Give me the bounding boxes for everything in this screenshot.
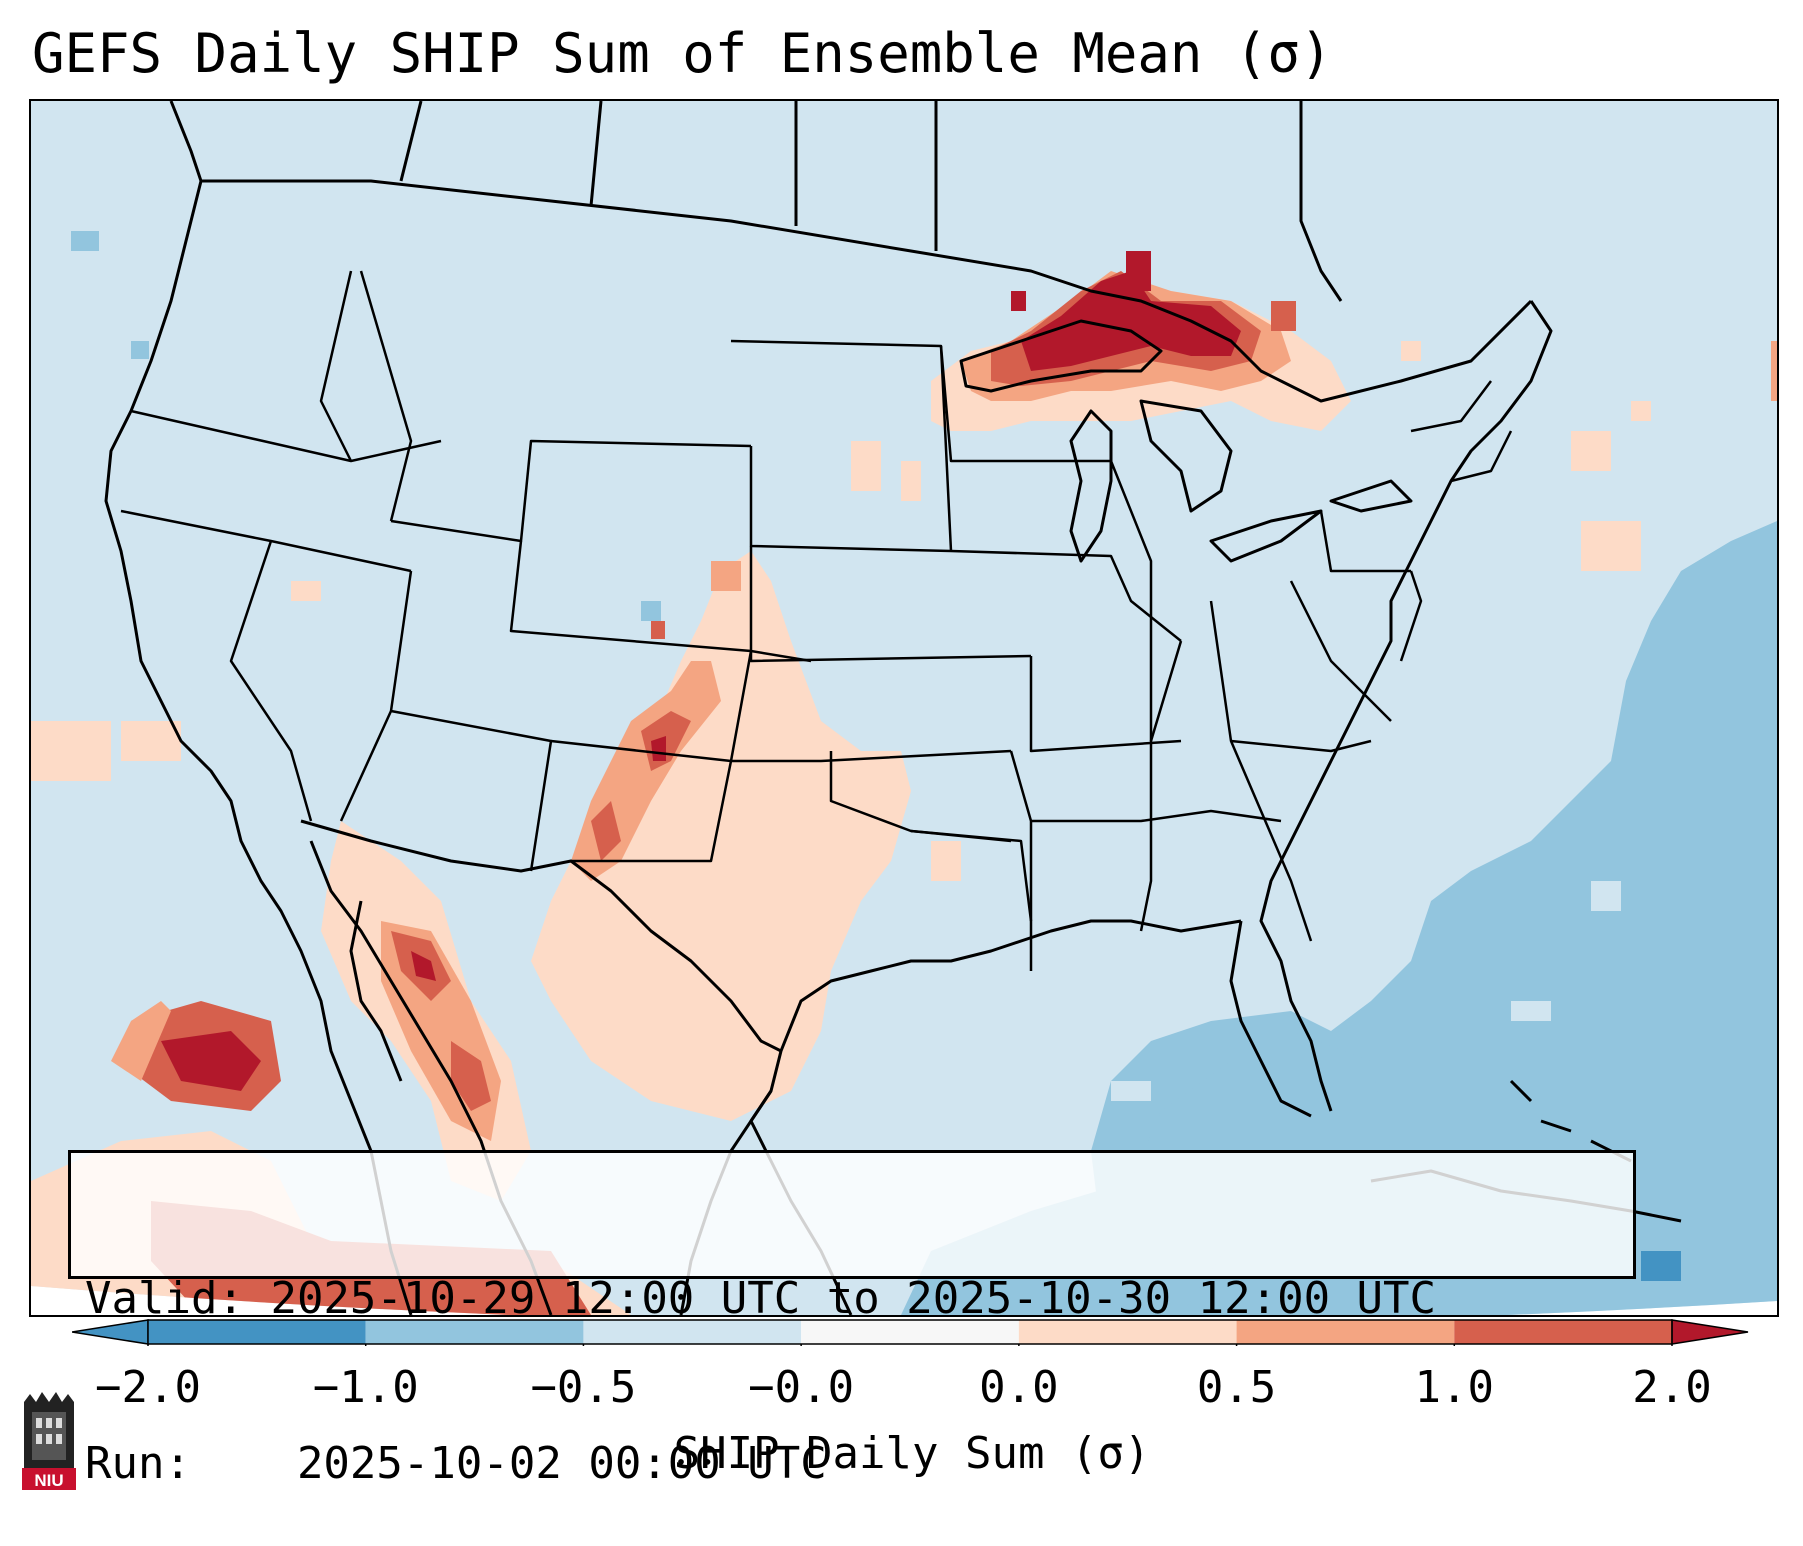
colorbar-segment — [148, 1320, 366, 1344]
run-value: 2025-10-02 00:00 UTC — [296, 1438, 827, 1489]
baja-east — [349, 900, 403, 1082]
colorbar-label: SHIP Daily Sum (σ) — [673, 1428, 1151, 1479]
valid-line: Valid: 2025-10-29 12:00 UTC to 2025-10-3… — [85, 1271, 1619, 1326]
great-lakes-positive-extreme — [1021, 271, 1241, 371]
colorbar-segment — [801, 1320, 1019, 1344]
map-panel[interactable] — [29, 99, 1779, 1317]
svg-text:NIU: NIU — [34, 1471, 63, 1490]
colorbar-tick-label: 0.0 — [979, 1362, 1059, 1413]
state-borders — [120, 270, 1513, 971]
florida-west — [1229, 920, 1312, 1118]
colorbar-tick-label: −0.5 — [530, 1362, 637, 1413]
lake-ontario — [1329, 479, 1413, 513]
map-canvas — [31, 101, 1777, 1315]
colorbar-tick-label: −1.0 — [312, 1362, 419, 1413]
us-mexico-border — [300, 819, 782, 1053]
colorbar-tick-label: 2.0 — [1632, 1362, 1712, 1413]
colorbar-tick-label: 1.0 — [1414, 1362, 1495, 1413]
plains-texas-positive — [531, 551, 911, 1121]
colorbar-segment — [1018, 1320, 1237, 1344]
colorbar-extend-high — [1671, 1319, 1749, 1345]
run-label: Run: — [85, 1438, 191, 1489]
map-title: GEFS Daily SHIP Sum of Ensemble Mean (σ) — [32, 22, 1333, 85]
lake-huron — [1139, 399, 1233, 513]
colorbar-outline — [147, 1319, 1673, 1345]
lake-superior — [959, 319, 1163, 393]
coastline-west — [104, 101, 413, 1315]
run-line: Run: 2025-10-02 00:00 UTC — [85, 1436, 1619, 1491]
us-canada-border — [201, 179, 1533, 403]
map-boundaries — [104, 101, 1682, 1315]
lake-michigan — [1069, 409, 1113, 563]
colorbar — [72, 1319, 1749, 1346]
colorbar-segment — [1236, 1320, 1455, 1344]
validity-info-box: Valid: 2025-10-29 12:00 UTC to 2025-10-3… — [68, 1150, 1636, 1489]
colorbar-extend-low — [72, 1319, 149, 1345]
niu-logo: NIU — [22, 1392, 76, 1490]
valid-value: 2025-10-29 12:00 UTC to 2025-10-30 12:00… — [270, 1273, 1437, 1324]
valid-label: Valid: — [85, 1273, 244, 1324]
coastline-east — [1259, 300, 1553, 1112]
colorbar-tick-label: −0.0 — [748, 1362, 855, 1413]
lake-erie — [1209, 509, 1323, 563]
anomaly-field — [31, 101, 1777, 1315]
colorbar-segment — [583, 1320, 802, 1344]
colorbar-tick-label: −2.0 — [95, 1362, 201, 1413]
caribbean-strong-negative — [1641, 1251, 1681, 1281]
colorbar-tick-label: 0.5 — [1196, 1362, 1277, 1413]
colorbar-segment — [1454, 1320, 1672, 1344]
colorbar-segment — [365, 1320, 584, 1344]
